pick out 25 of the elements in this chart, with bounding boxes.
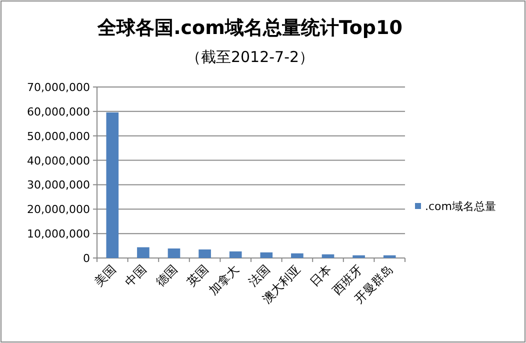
bar [198,249,211,258]
bar [383,255,396,258]
chart-title: 全球各国.com域名总量统计Top10 [96,17,402,39]
chart-subtitle: （截至2012-7-2） [186,48,314,66]
y-tick-label: 20,000,000 [27,203,90,216]
bar [260,252,273,258]
bar [322,254,334,258]
legend-label: .com域名总量 [425,200,496,213]
y-tick-label: 60,000,000 [27,105,90,118]
y-tick-label: 40,000,000 [27,154,90,168]
y-tick-label: 0 [83,252,90,265]
x-tick-label: 美国 [92,262,119,290]
bar [352,255,365,258]
x-tick-label: 中国 [122,262,150,290]
bar [106,112,119,258]
bar [137,247,150,258]
y-tick-label: 30,000,000 [27,178,90,192]
x-tick-label: 法国 [246,262,273,290]
y-tick-label: 50,000,000 [27,130,90,143]
y-tick-label: 10,000,000 [27,228,90,241]
bar [229,251,242,258]
bar [291,253,304,258]
bar [168,248,180,258]
y-tick-label: 70,000,000 [27,81,90,94]
x-tick-label: 德国 [153,262,180,290]
